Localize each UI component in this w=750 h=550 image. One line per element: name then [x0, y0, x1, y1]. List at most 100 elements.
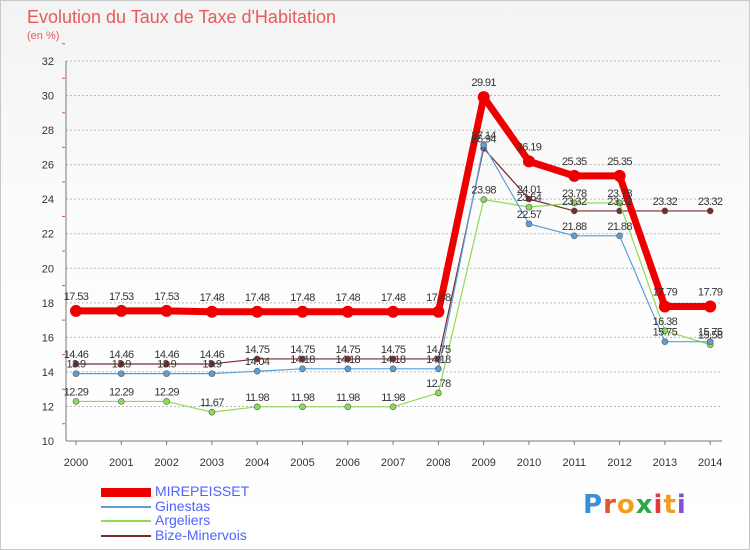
- data-label: 25.35: [607, 156, 632, 168]
- data-point: [253, 403, 261, 411]
- logo-letter: x: [635, 490, 654, 520]
- data-point: [72, 398, 80, 405]
- data-point: [160, 304, 173, 317]
- data-point: [344, 403, 352, 411]
- data-point: [389, 355, 397, 363]
- data-label: 11.98: [245, 392, 269, 404]
- data-point: [616, 199, 623, 207]
- y-tick-label: 20: [42, 263, 54, 275]
- data-label: 14.18: [336, 354, 361, 366]
- data-label: 17.79: [698, 286, 723, 298]
- data-point: [389, 365, 397, 373]
- data-label: 17.48: [426, 292, 451, 304]
- data-point: [480, 196, 488, 203]
- data-point: [706, 338, 714, 345]
- data-point: [72, 370, 80, 377]
- data-point: [480, 141, 488, 149]
- data-point: [118, 398, 125, 405]
- x-tick-label: 2005: [290, 457, 314, 469]
- data-point: [299, 365, 306, 373]
- data-label: 23.54: [517, 192, 542, 204]
- data-point: [435, 389, 442, 397]
- data-label: 17.48: [200, 292, 225, 304]
- data-label: 14.46: [64, 349, 89, 361]
- data-point: [616, 232, 623, 240]
- data-label: 11.98: [336, 392, 360, 404]
- data-point: [435, 365, 442, 373]
- data-point: [299, 403, 306, 411]
- data-label: 15.75: [653, 327, 678, 339]
- data-label: 17.79: [653, 286, 678, 298]
- logo-letter: o: [616, 490, 636, 520]
- x-tick-label: 2001: [109, 457, 133, 469]
- data-label: 13.9: [112, 359, 131, 371]
- data-label: 14.75: [245, 344, 270, 356]
- x-tick-label: 2011: [562, 457, 586, 469]
- logo-letter: r: [603, 490, 617, 520]
- legend-swatch: [101, 505, 151, 508]
- data-point: [118, 370, 125, 377]
- data-label: 11.67: [200, 397, 224, 409]
- x-tick-label: 2006: [336, 457, 360, 469]
- data-label: 13.9: [66, 359, 85, 371]
- data-point: [525, 203, 533, 211]
- data-label: 23.32: [698, 196, 723, 208]
- data-point: [208, 370, 216, 377]
- data-label: 12.29: [64, 386, 89, 398]
- data-label: 23.98: [471, 185, 496, 197]
- data-label: 15.58: [698, 330, 723, 342]
- data-label: 15.75: [698, 327, 723, 339]
- data-point: [163, 360, 170, 368]
- data-label: 17.48: [336, 292, 361, 304]
- chart-title: Evolution du Taux de Taxe d'Habitation: [27, 7, 336, 27]
- x-tick-label: 2002: [154, 457, 178, 469]
- data-label: 26.19: [517, 141, 542, 153]
- data-label: 24.01: [517, 184, 542, 196]
- x-tick-label: 2010: [517, 457, 541, 469]
- data-label: 23.32: [607, 196, 632, 208]
- data-label: 14.18: [290, 354, 315, 366]
- x-tick-label: 2014: [698, 457, 722, 469]
- data-point: [706, 207, 714, 215]
- data-label: 14.75: [381, 344, 406, 356]
- data-label: 17.53: [64, 291, 89, 303]
- legend-label: MIREPEISSET: [155, 483, 250, 499]
- data-point: [389, 403, 397, 411]
- data-point: [661, 207, 669, 215]
- data-label: 11.98: [291, 392, 315, 404]
- data-point: [523, 155, 535, 168]
- data-label: 22.57: [517, 209, 542, 221]
- data-point: [661, 338, 669, 345]
- data-point: [205, 305, 218, 318]
- proxiti-logo: Proxiti: [583, 490, 687, 520]
- data-point: [208, 408, 216, 416]
- legend-swatch: [101, 488, 151, 497]
- legend-swatch: [101, 534, 151, 537]
- logo-letter: i: [653, 490, 664, 520]
- legend-label: Ginestas: [155, 497, 211, 514]
- data-point: [253, 355, 261, 363]
- data-label: 17.53: [154, 291, 179, 303]
- series-lines: [70, 91, 717, 416]
- data-point: [299, 355, 306, 363]
- data-label: 27.14: [471, 130, 496, 142]
- series-line-bize-minervois: [76, 147, 711, 365]
- y-tick-label: 26: [42, 160, 54, 172]
- logo-letter: t: [663, 490, 677, 520]
- legend-label: Bize-Minervois: [155, 526, 247, 543]
- data-point: [163, 398, 170, 405]
- data-label: 14.75: [336, 344, 361, 356]
- data-label: 14.46: [154, 349, 179, 361]
- x-tick-label: 2000: [64, 457, 88, 469]
- data-label: 14.46: [109, 349, 134, 361]
- y-tick-label: 14: [42, 367, 54, 379]
- data-label: 11.98: [381, 392, 405, 404]
- data-point: [570, 199, 578, 207]
- data-label: 25.35: [562, 156, 587, 168]
- data-label: 17.48: [290, 292, 315, 304]
- data-label: 23.78: [562, 188, 587, 200]
- data-point: [344, 355, 352, 363]
- x-tick-label: 2009: [471, 457, 495, 469]
- data-point: [387, 305, 400, 318]
